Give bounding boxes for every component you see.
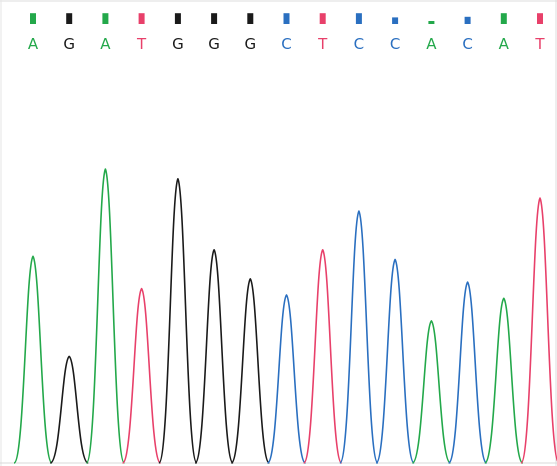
trace-peak-10 (339, 210, 379, 464)
trace-peak-14 (484, 297, 524, 464)
quality-bar-14 (500, 13, 507, 24)
trace-peak-5 (158, 178, 198, 464)
base-label-15: T (534, 35, 545, 53)
trace-peak-6 (194, 249, 234, 464)
quality-bar-7 (247, 13, 254, 24)
trace-peak-1 (13, 255, 53, 464)
quality-bar-3 (102, 13, 109, 24)
trace-peak-3 (85, 168, 126, 464)
quality-bar-15 (537, 13, 543, 24)
base-label-7: G (244, 35, 256, 53)
quality-bar-2 (66, 13, 73, 24)
base-label-8: C (281, 35, 291, 53)
base-label-3: A (100, 35, 111, 53)
base-label-14: A (499, 35, 510, 53)
quality-bar-6 (211, 13, 218, 24)
trace-peak-12 (411, 320, 452, 464)
quality-bar-8 (283, 13, 290, 24)
base-label-4: T (136, 35, 147, 53)
trace-peak-2 (49, 355, 89, 464)
base-label-9: T (317, 35, 328, 53)
quality-bars (30, 13, 543, 24)
base-label-5: G (172, 35, 184, 53)
trace-peak-4 (121, 287, 162, 464)
base-label-2: G (63, 35, 75, 53)
quality-bar-13 (464, 16, 471, 24)
trace-peak-9 (302, 249, 343, 464)
base-label-13: C (462, 35, 472, 53)
quality-bar-1 (30, 13, 36, 24)
quality-bar-4 (138, 13, 145, 24)
base-label-12: A (426, 35, 437, 53)
quality-bar-10 (355, 13, 362, 24)
quality-bar-5 (174, 13, 181, 24)
trace-peak-7 (230, 278, 271, 464)
quality-bar-12 (428, 21, 435, 24)
trace-peak-11 (375, 258, 415, 464)
trace-peak-13 (447, 281, 488, 464)
quality-bar-11 (392, 17, 399, 24)
base-label-10: C (354, 35, 364, 53)
quality-bar-9 (319, 13, 326, 24)
base-label-11: C (390, 35, 400, 53)
trace-peaks (13, 168, 557, 464)
trace-peak-8 (266, 294, 307, 464)
base-label-6: G (208, 35, 220, 53)
base-label-1: A (28, 35, 39, 53)
trace-peak-15 (520, 197, 557, 464)
